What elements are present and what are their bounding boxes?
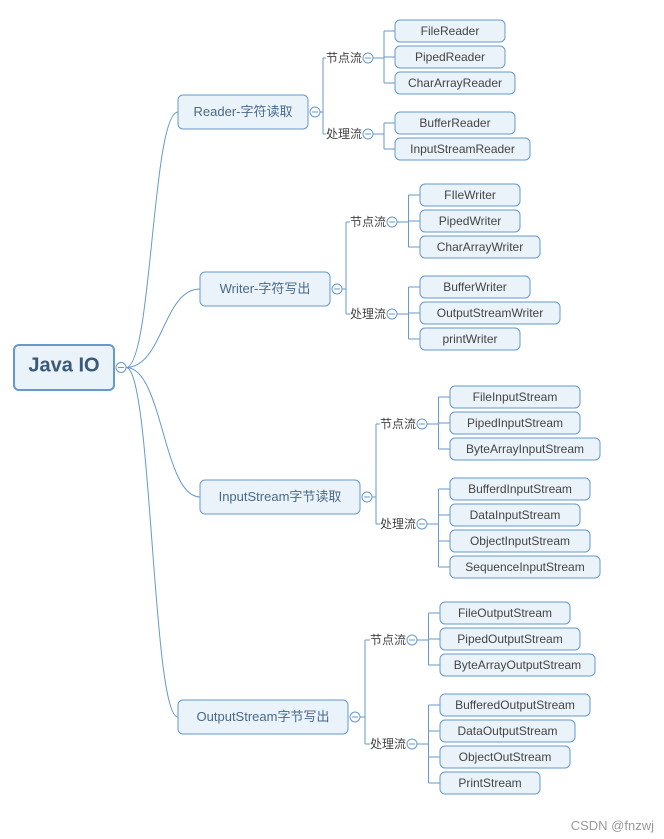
branch-node[interactable]: OutputStream字节写出 xyxy=(178,700,348,734)
svg-text:Java IO: Java IO xyxy=(28,355,99,377)
svg-text:PipedInputStream: PipedInputStream xyxy=(467,416,563,430)
connector xyxy=(397,287,420,339)
leaf-node[interactable]: PipedInputStream xyxy=(450,412,580,434)
collapse-toggle[interactable] xyxy=(407,635,417,645)
svg-text:ObjectInputStream: ObjectInputStream xyxy=(470,534,570,548)
collapse-toggle[interactable] xyxy=(387,309,397,319)
leaf-node[interactable]: PipedOutputStream xyxy=(440,628,580,650)
collapse-toggle[interactable] xyxy=(363,129,373,139)
connector xyxy=(126,368,200,498)
svg-text:CharArrayReader: CharArrayReader xyxy=(408,76,502,90)
svg-text:OutputStream字节写出: OutputStream字节写出 xyxy=(197,709,330,724)
leaf-node[interactable]: DataInputStream xyxy=(450,504,580,526)
branch-node[interactable]: Reader-字符读取 xyxy=(178,95,308,129)
connector xyxy=(126,289,200,368)
leaf-node[interactable]: FileReader xyxy=(395,20,505,42)
connector xyxy=(342,222,350,314)
connector xyxy=(373,31,395,83)
svg-text:DataOutputStream: DataOutputStream xyxy=(457,724,557,738)
svg-text:ByteArrayOutputStream: ByteArrayOutputStream xyxy=(454,658,581,672)
svg-text:BufferWriter: BufferWriter xyxy=(443,280,507,294)
svg-text:FIleWriter: FIleWriter xyxy=(444,188,496,202)
connector xyxy=(372,424,380,524)
group-label: 处理流 xyxy=(370,737,406,751)
connector xyxy=(427,397,450,449)
connector xyxy=(126,368,178,718)
svg-text:FileReader: FileReader xyxy=(421,24,480,38)
svg-text:ByteArrayInputStream: ByteArrayInputStream xyxy=(466,442,584,456)
leaf-node[interactable]: FileInputStream xyxy=(450,386,580,408)
connector xyxy=(427,489,450,567)
svg-text:CharArrayWriter: CharArrayWriter xyxy=(437,240,523,254)
leaf-node[interactable]: PrintStream xyxy=(440,772,540,794)
leaf-node[interactable]: OutputStreamWriter xyxy=(420,302,560,324)
svg-text:FileInputStream: FileInputStream xyxy=(473,390,558,404)
connector xyxy=(360,640,370,744)
root-node[interactable]: Java IO xyxy=(14,345,114,390)
branch-node[interactable]: Writer-字符写出 xyxy=(200,272,330,306)
leaf-node[interactable]: ObjectInputStream xyxy=(450,530,590,552)
leaf-node[interactable]: FIleWriter xyxy=(420,184,520,206)
leaf-node[interactable]: InputStreamReader xyxy=(395,138,530,160)
collapse-toggle[interactable] xyxy=(332,284,342,294)
group-label: 节点流 xyxy=(326,51,362,65)
svg-text:ObjectOutStream: ObjectOutStream xyxy=(459,750,552,764)
leaf-node[interactable]: PipedReader xyxy=(395,46,505,68)
connector xyxy=(373,123,395,149)
leaf-node[interactable]: BufferdInputStream xyxy=(450,478,590,500)
svg-text:BufferedOutputStream: BufferedOutputStream xyxy=(455,698,575,712)
collapse-toggle[interactable] xyxy=(310,107,320,117)
svg-text:FileOutputStream: FileOutputStream xyxy=(458,606,552,620)
leaf-node[interactable]: PipedWriter xyxy=(420,210,520,232)
leaf-node[interactable]: SequenceInputStream xyxy=(450,556,600,578)
svg-text:PrintStream: PrintStream xyxy=(458,776,521,790)
svg-text:BufferReader: BufferReader xyxy=(419,116,490,130)
leaf-node[interactable]: BufferWriter xyxy=(420,276,530,298)
group-label: 节点流 xyxy=(350,215,386,229)
collapse-toggle[interactable] xyxy=(417,419,427,429)
leaf-node[interactable]: CharArrayReader xyxy=(395,72,515,94)
svg-text:PipedReader: PipedReader xyxy=(415,50,485,64)
collapse-toggle[interactable] xyxy=(363,53,373,63)
svg-text:InputStream字节读取: InputStream字节读取 xyxy=(219,489,342,504)
svg-text:Reader-字符读取: Reader-字符读取 xyxy=(194,104,293,119)
svg-text:OutputStreamWriter: OutputStreamWriter xyxy=(437,306,543,320)
svg-text:PipedWriter: PipedWriter xyxy=(439,214,501,228)
mindmap-diagram: Java IOReader-字符读取节点流FileReaderPipedRead… xyxy=(0,0,664,839)
connector xyxy=(417,705,440,783)
group-label: 节点流 xyxy=(370,633,406,647)
leaf-node[interactable]: ByteArrayOutputStream xyxy=(440,654,595,676)
collapse-toggle[interactable] xyxy=(362,492,372,502)
svg-text:DataInputStream: DataInputStream xyxy=(470,508,561,522)
leaf-node[interactable]: BufferReader xyxy=(395,112,515,134)
collapse-toggle[interactable] xyxy=(350,712,360,722)
leaf-node[interactable]: CharArrayWriter xyxy=(420,236,540,258)
svg-text:InputStreamReader: InputStreamReader xyxy=(410,142,515,156)
leaf-node[interactable]: ObjectOutStream xyxy=(440,746,570,768)
svg-text:Writer-字符写出: Writer-字符写出 xyxy=(220,281,311,296)
connector xyxy=(320,58,326,134)
group-label: 处理流 xyxy=(350,307,386,321)
group-label: 节点流 xyxy=(380,417,416,431)
leaf-node[interactable]: printWriter xyxy=(420,328,520,350)
leaf-node[interactable]: FileOutputStream xyxy=(440,602,570,624)
connector xyxy=(397,195,420,247)
collapse-toggle[interactable] xyxy=(407,739,417,749)
connector xyxy=(126,112,178,368)
leaf-node[interactable]: ByteArrayInputStream xyxy=(450,438,600,460)
collapse-toggle[interactable] xyxy=(387,217,397,227)
branch-node[interactable]: InputStream字节读取 xyxy=(200,480,360,514)
group-label: 处理流 xyxy=(380,517,416,531)
svg-text:PipedOutputStream: PipedOutputStream xyxy=(457,632,562,646)
svg-text:BufferdInputStream: BufferdInputStream xyxy=(468,482,572,496)
svg-text:SequenceInputStream: SequenceInputStream xyxy=(465,560,584,574)
collapse-toggle[interactable] xyxy=(417,519,427,529)
connector xyxy=(417,613,440,665)
svg-text:printWriter: printWriter xyxy=(442,332,497,346)
watermark-text: CSDN @fnzwj xyxy=(571,818,654,833)
leaf-node[interactable]: DataOutputStream xyxy=(440,720,575,742)
group-label: 处理流 xyxy=(326,127,362,141)
collapse-toggle[interactable] xyxy=(116,363,126,373)
leaf-node[interactable]: BufferedOutputStream xyxy=(440,694,590,716)
